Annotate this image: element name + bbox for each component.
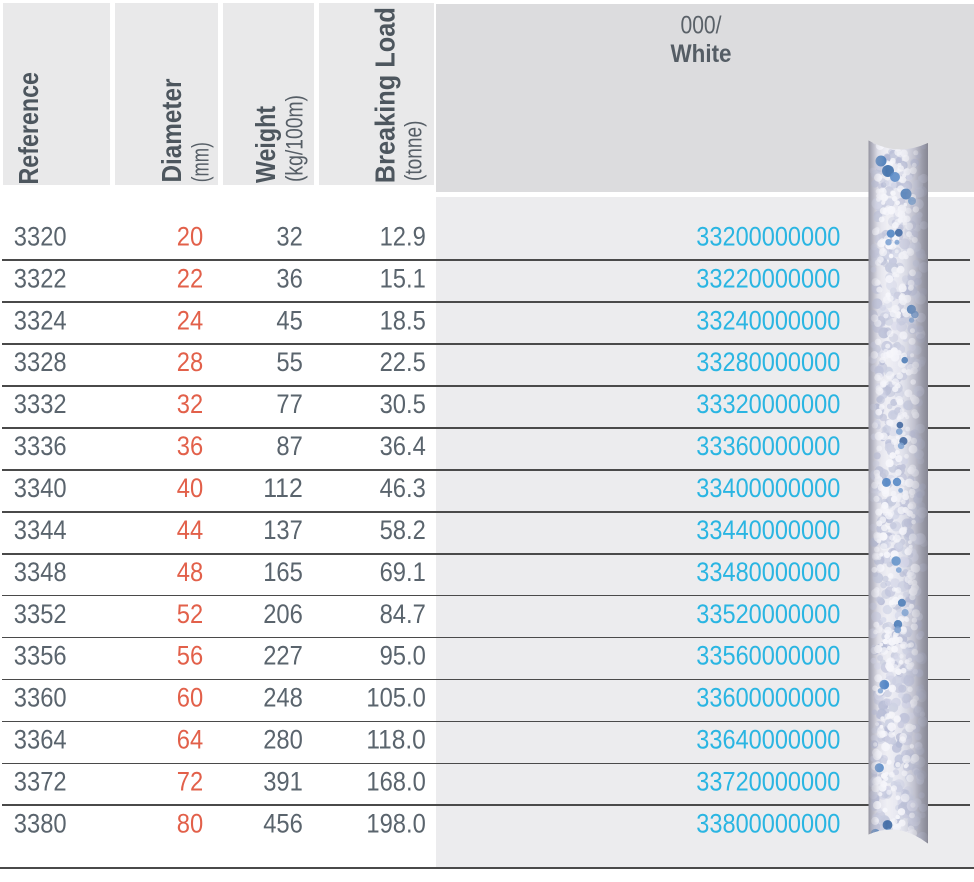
svg-text:56: 56 [177, 641, 203, 671]
svg-text:33280000000: 33280000000 [696, 347, 840, 377]
svg-text:Weight: Weight [250, 106, 281, 183]
svg-text:Breaking Load: Breaking Load [370, 7, 401, 183]
svg-text:33440000000: 33440000000 [696, 515, 840, 545]
svg-text:Diameter: Diameter [156, 78, 187, 182]
svg-text:33360000000: 33360000000 [696, 431, 840, 461]
svg-text:3352: 3352 [14, 599, 67, 629]
svg-text:33480000000: 33480000000 [696, 557, 840, 587]
svg-text:46.3: 46.3 [380, 473, 426, 503]
svg-text:3356: 3356 [14, 641, 67, 671]
svg-text:168.0: 168.0 [366, 767, 425, 797]
svg-text:3372: 3372 [14, 767, 67, 797]
svg-text:33560000000: 33560000000 [696, 641, 840, 671]
svg-text:36: 36 [177, 431, 203, 461]
svg-text:32: 32 [177, 389, 203, 419]
svg-text:60: 60 [177, 683, 203, 713]
svg-text:3348: 3348 [14, 557, 67, 587]
svg-text:45: 45 [276, 305, 302, 335]
svg-text:24: 24 [177, 305, 203, 335]
svg-text:198.0: 198.0 [366, 808, 425, 838]
svg-text:18.5: 18.5 [380, 305, 426, 335]
svg-text:22.5: 22.5 [380, 347, 426, 377]
svg-text:3320: 3320 [14, 221, 67, 251]
svg-text:33240000000: 33240000000 [696, 305, 840, 335]
svg-text:112: 112 [263, 473, 303, 503]
svg-text:52: 52 [177, 599, 203, 629]
svg-text:3360: 3360 [14, 683, 67, 713]
svg-text:3332: 3332 [14, 389, 67, 419]
svg-text:22: 22 [177, 263, 203, 293]
svg-text:3364: 3364 [14, 725, 67, 755]
svg-text:(kg/100m): (kg/100m) [282, 95, 309, 182]
svg-text:77: 77 [276, 389, 302, 419]
svg-text:20: 20 [177, 221, 203, 251]
svg-text:(tonne): (tonne) [401, 121, 428, 182]
svg-text:3324: 3324 [14, 305, 67, 335]
svg-text:Reference: Reference [13, 72, 44, 185]
svg-text:33800000000: 33800000000 [696, 808, 840, 838]
svg-text:64: 64 [177, 725, 203, 755]
svg-text:(mm): (mm) [188, 142, 215, 182]
svg-text:3322: 3322 [14, 263, 67, 293]
svg-text:3340: 3340 [14, 473, 67, 503]
svg-text:58.2: 58.2 [380, 515, 426, 545]
svg-text:28: 28 [177, 347, 203, 377]
svg-text:165: 165 [263, 557, 303, 587]
svg-text:15.1: 15.1 [380, 263, 426, 293]
svg-text:80: 80 [177, 808, 203, 838]
svg-text:36.4: 36.4 [380, 431, 426, 461]
svg-text:12.9: 12.9 [380, 221, 426, 251]
svg-text:33640000000: 33640000000 [696, 725, 840, 755]
svg-text:33720000000: 33720000000 [696, 767, 840, 797]
svg-text:72: 72 [177, 767, 203, 797]
svg-text:280: 280 [263, 725, 303, 755]
svg-text:33220000000: 33220000000 [696, 263, 840, 293]
svg-text:206: 206 [263, 599, 303, 629]
svg-text:3380: 3380 [14, 808, 67, 838]
svg-text:227: 227 [263, 641, 303, 671]
svg-text:33200000000: 33200000000 [696, 221, 840, 251]
svg-text:69.1: 69.1 [380, 557, 426, 587]
svg-text:87: 87 [276, 431, 302, 461]
svg-text:118.0: 118.0 [366, 725, 425, 755]
svg-text:248: 248 [263, 683, 303, 713]
svg-text:40: 40 [177, 473, 203, 503]
svg-text:391: 391 [263, 767, 303, 797]
svg-text:33520000000: 33520000000 [696, 599, 840, 629]
svg-text:3336: 3336 [14, 431, 67, 461]
svg-text:48: 48 [177, 557, 203, 587]
svg-text:30.5: 30.5 [380, 389, 426, 419]
svg-text:33320000000: 33320000000 [696, 389, 840, 419]
svg-text:3328: 3328 [14, 347, 67, 377]
svg-text:55: 55 [276, 347, 302, 377]
svg-text:44: 44 [177, 515, 203, 545]
svg-text:White: White [671, 40, 732, 68]
svg-text:33400000000: 33400000000 [696, 473, 840, 503]
svg-text:84.7: 84.7 [380, 599, 426, 629]
svg-text:32: 32 [276, 221, 302, 251]
svg-text:000/: 000/ [681, 12, 722, 40]
svg-text:105.0: 105.0 [366, 683, 425, 713]
svg-text:36: 36 [276, 263, 302, 293]
svg-text:3344: 3344 [14, 515, 67, 545]
svg-text:95.0: 95.0 [380, 641, 426, 671]
svg-text:137: 137 [263, 515, 303, 545]
svg-text:33600000000: 33600000000 [696, 683, 840, 713]
svg-text:456: 456 [263, 808, 303, 838]
